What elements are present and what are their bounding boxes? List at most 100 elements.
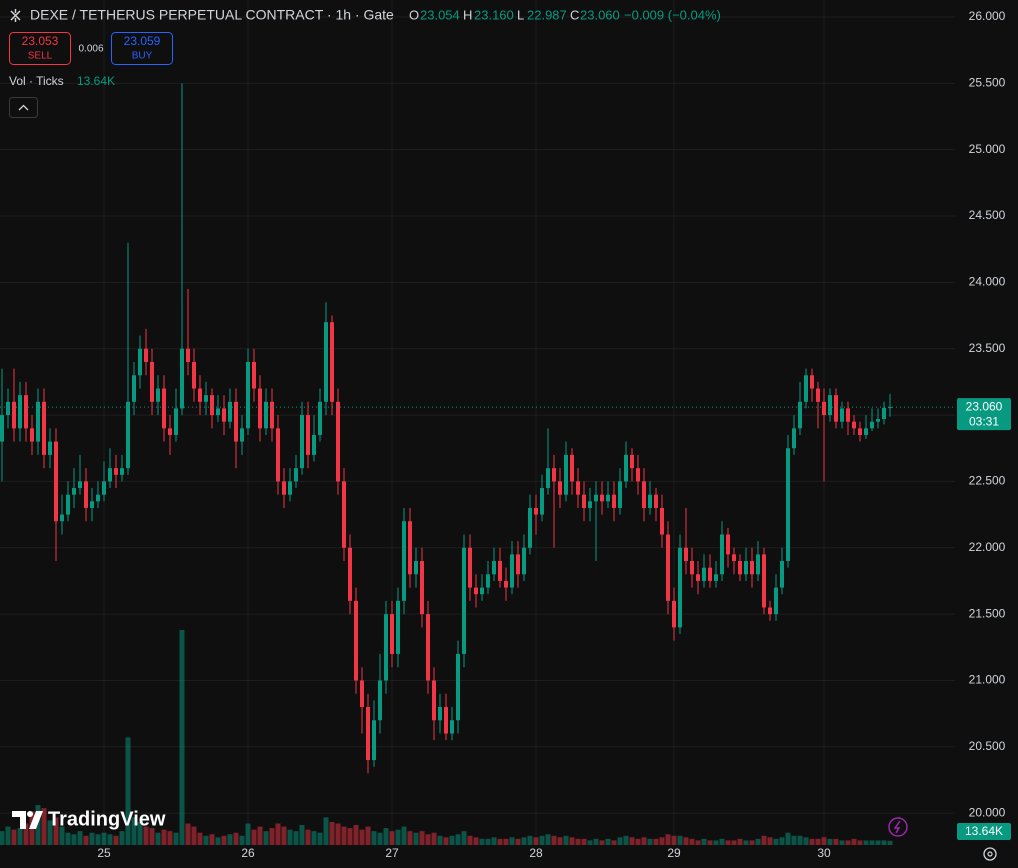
volume-bar — [857, 840, 863, 845]
volume-bar — [593, 838, 599, 845]
candle-body — [828, 395, 832, 416]
candle-body — [480, 587, 484, 595]
change: −0.009 (−0.04%) — [624, 7, 721, 22]
x-tick-label: 26 — [241, 846, 255, 860]
candle-body — [354, 600, 358, 681]
chevron-icon[interactable] — [18, 104, 29, 111]
volume-bar — [173, 832, 179, 845]
volume-bar — [341, 826, 347, 845]
volume-bar — [41, 808, 47, 845]
candle-body — [210, 395, 214, 416]
volume-bar — [269, 828, 275, 845]
candle-body — [654, 494, 658, 508]
candle-body — [372, 720, 376, 761]
candle-body — [270, 401, 274, 429]
volume-bar — [443, 837, 449, 845]
buy-box[interactable] — [111, 32, 173, 65]
volume-bar — [113, 835, 119, 845]
volume-bar — [521, 837, 527, 845]
candle-body — [534, 507, 538, 515]
candle-body — [144, 348, 148, 362]
volume-bar — [827, 838, 833, 845]
y-tick-label: 25.000 — [969, 142, 1006, 156]
volume-legend: Vol · Ticks — [9, 74, 64, 88]
volume-bar — [233, 832, 239, 845]
symbol-title: DEXE / TETHERUS PERPETUAL CONTRACT · 1h … — [30, 7, 394, 23]
volume-bar — [515, 838, 521, 845]
candle-body — [600, 494, 604, 502]
candle-body — [684, 547, 688, 562]
candle-body — [822, 401, 826, 416]
volume-bar — [503, 838, 509, 845]
candle-body — [282, 481, 286, 495]
candle-body — [132, 375, 136, 402]
collapse-box[interactable] — [9, 97, 38, 118]
volume-bar — [749, 840, 755, 845]
collapse-button[interactable] — [9, 97, 38, 118]
volume-bar — [701, 838, 707, 845]
candle-body — [714, 574, 718, 581]
settings-circle[interactable] — [983, 847, 997, 861]
volume-bar — [323, 817, 329, 845]
volume-bar — [197, 832, 203, 845]
volume-bar — [437, 835, 443, 845]
volume-bar — [245, 823, 251, 845]
volume-bar — [185, 823, 191, 845]
volume-bar — [251, 829, 257, 845]
y-tick-label: 21.000 — [969, 673, 1006, 687]
buy-label[interactable]: BUY — [132, 51, 153, 62]
candle-body — [204, 395, 208, 402]
volume-bar — [125, 737, 131, 845]
volume-bar — [635, 838, 641, 845]
volume-bar — [149, 828, 155, 845]
candle-body — [324, 322, 328, 402]
volume-bar — [599, 840, 605, 845]
x-tick-label: 28 — [529, 846, 543, 860]
volume-bar — [263, 831, 269, 845]
candle-body — [474, 587, 478, 595]
volume-bar — [455, 834, 461, 845]
last-price-box — [957, 398, 1011, 431]
candle-body — [42, 401, 46, 455]
candle-body — [390, 614, 394, 654]
sell-price[interactable]: 23.053 — [22, 34, 59, 48]
volume-bar — [653, 838, 659, 845]
candle-body — [36, 401, 40, 442]
settings-icon[interactable] — [983, 847, 997, 861]
candle-body — [708, 567, 712, 581]
volume-bar — [839, 840, 845, 845]
sell-button[interactable]: 23.053 SELL — [9, 32, 71, 65]
candle-body — [882, 407, 886, 420]
alert-icon[interactable] — [888, 817, 908, 837]
settings-center[interactable] — [987, 851, 993, 857]
alert-circle[interactable] — [888, 817, 908, 837]
sell-box[interactable] — [9, 32, 71, 65]
candle-body — [180, 348, 184, 409]
y-tick-label: 22.500 — [969, 474, 1006, 488]
volume-bar — [335, 823, 341, 845]
volume-bar — [203, 835, 209, 845]
volume-bar — [491, 837, 497, 845]
logo-icon — [12, 811, 43, 829]
alert-bolt[interactable] — [893, 820, 901, 834]
volume-bar — [59, 826, 65, 845]
candle-body — [888, 407, 892, 409]
sell-label[interactable]: SELL — [28, 51, 53, 62]
volume-bar — [395, 829, 401, 845]
candle-body — [642, 481, 646, 508]
buy-price[interactable]: 23.059 — [124, 34, 161, 48]
candle-body — [228, 401, 232, 422]
buy-button[interactable]: 23.059 BUY — [111, 32, 173, 65]
ohlc-value: 23.060 — [580, 7, 620, 22]
volume-bar — [815, 838, 821, 845]
volume-bar — [281, 826, 287, 845]
candle-body — [168, 428, 172, 435]
volume-bar — [17, 828, 23, 845]
volume-bar — [131, 817, 137, 845]
candle-body — [738, 561, 742, 575]
y-tick-label: 23.500 — [969, 341, 1006, 355]
volume-bar — [875, 840, 881, 845]
volume-bar — [359, 829, 365, 845]
candle-body — [834, 395, 838, 422]
